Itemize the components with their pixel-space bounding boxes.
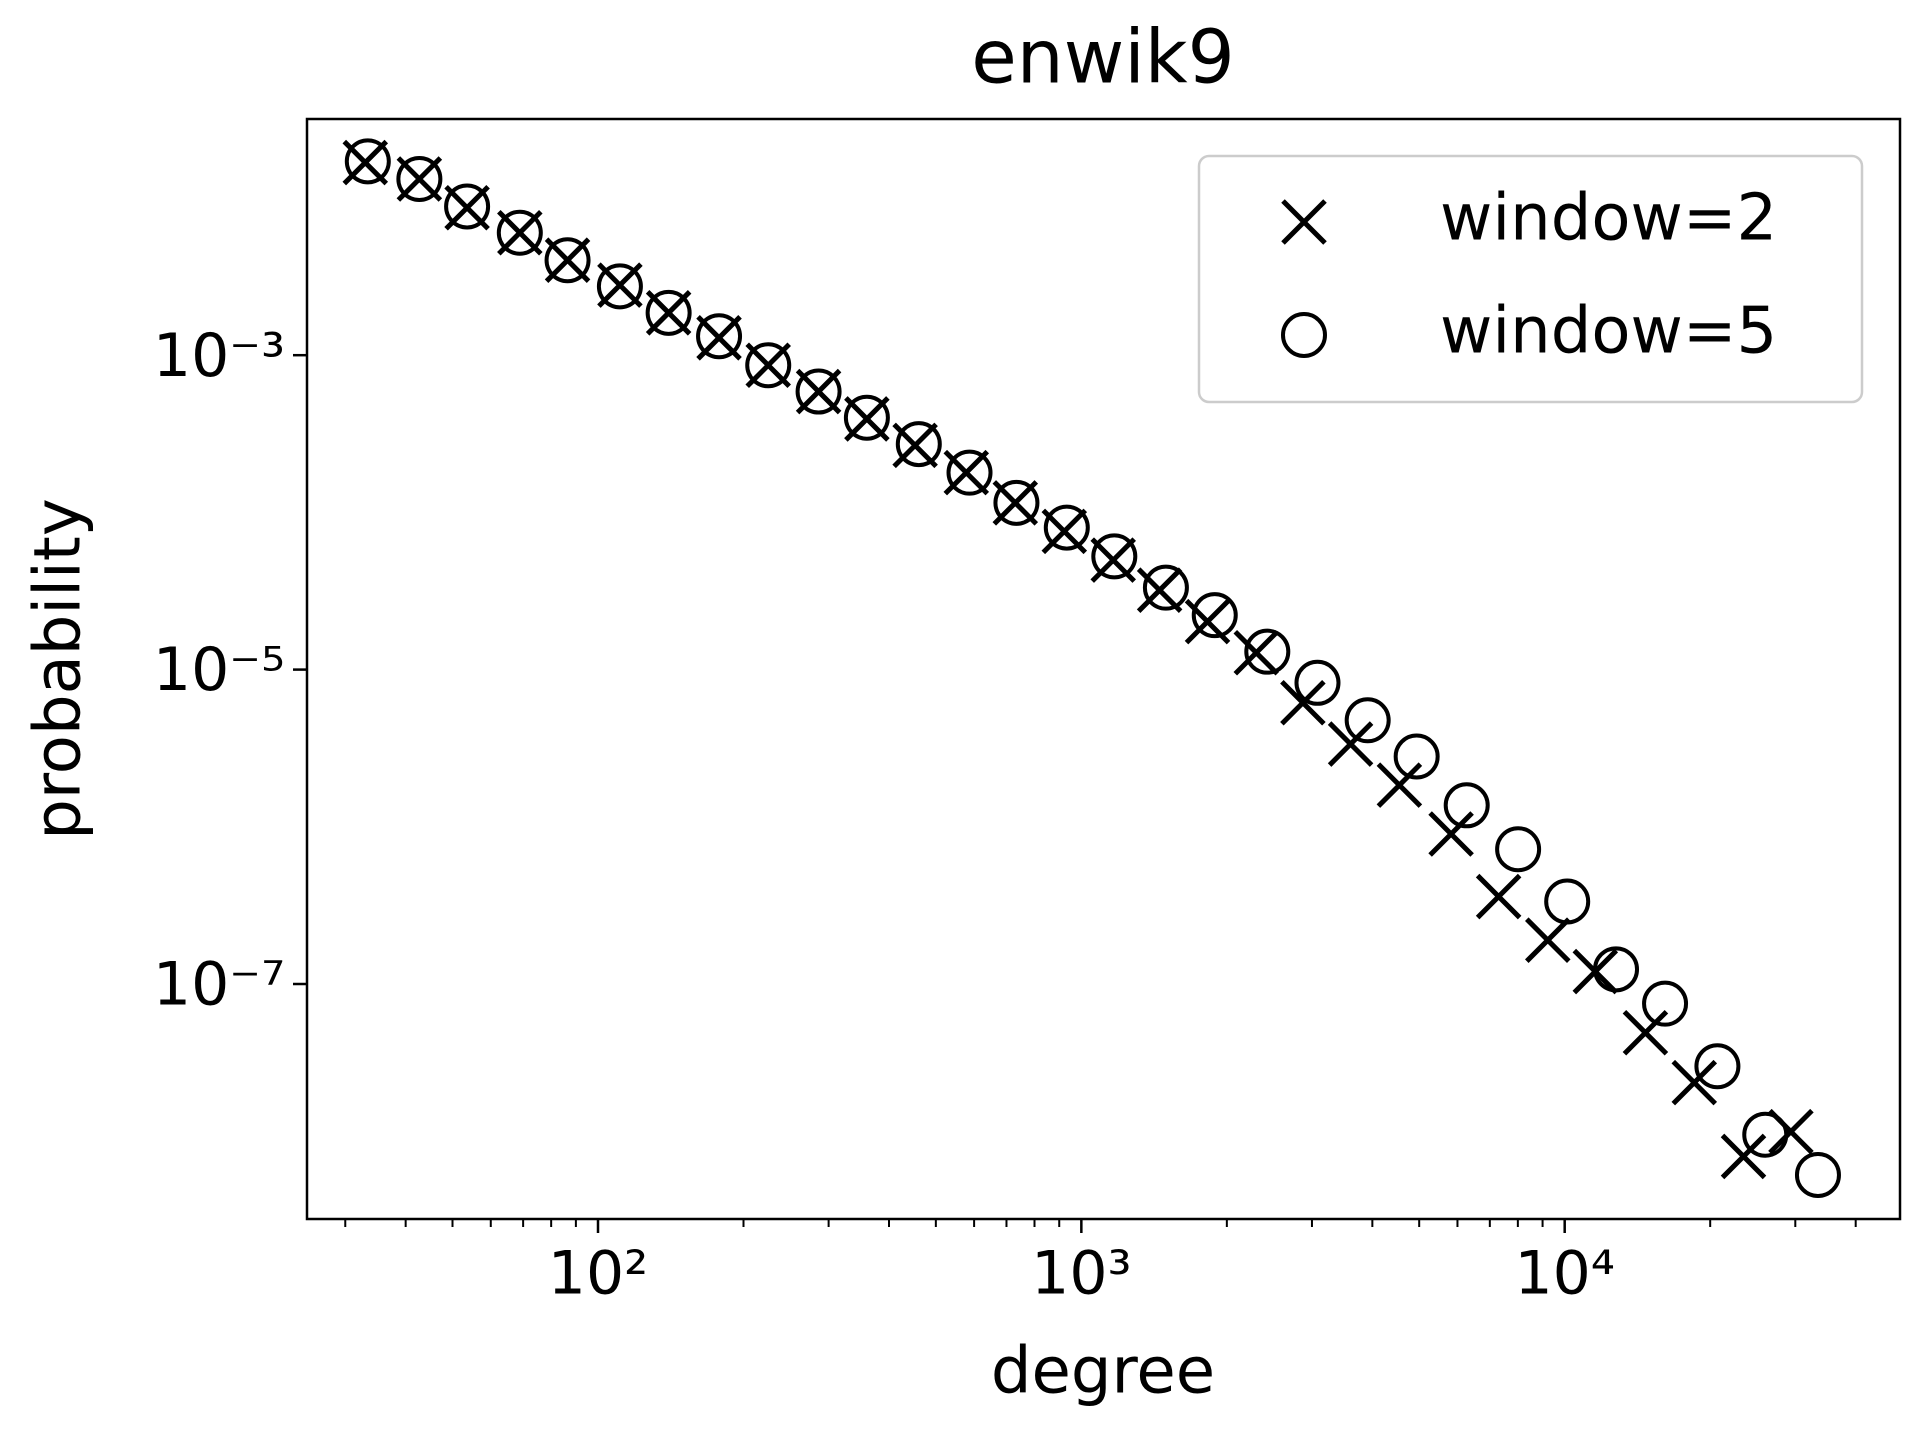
y-tick-label: 10⁻⁵	[153, 635, 285, 705]
circle-marker	[843, 394, 890, 441]
circle-marker	[745, 342, 792, 389]
circle-marker	[1043, 504, 1090, 551]
y-tick-label: 10⁻³	[153, 321, 285, 391]
circle-marker	[1244, 628, 1291, 675]
circle-marker	[544, 237, 591, 284]
circle-marker	[1344, 697, 1391, 744]
circle-marker	[645, 289, 692, 336]
x-marker	[1376, 762, 1423, 808]
x-marker	[1327, 721, 1374, 767]
x-marker	[1280, 680, 1326, 726]
circle-marker	[1091, 533, 1138, 580]
circle-marker	[1495, 826, 1542, 873]
circle-marker	[1294, 659, 1341, 706]
x-marker	[1525, 917, 1571, 963]
y-tick-label: 10⁻⁷	[153, 950, 285, 1020]
circle-marker	[1544, 878, 1591, 925]
x-marker	[1720, 1133, 1767, 1180]
circle-marker	[596, 263, 643, 310]
circle-marker	[946, 449, 993, 496]
plot-frame	[305, 117, 1902, 1221]
circle-marker	[895, 421, 942, 468]
legend-box	[1197, 154, 1864, 404]
legend-label: window=5	[1440, 295, 1777, 369]
legend-label: window=2	[1440, 182, 1777, 256]
circle-marker	[1742, 1111, 1789, 1158]
x-axis-label: degree	[991, 1335, 1215, 1409]
x-tick-label: 10³	[1031, 1239, 1131, 1309]
circle-marker	[1393, 733, 1440, 780]
circle-marker	[1642, 980, 1689, 1027]
x-marker	[1136, 567, 1183, 613]
x-tick-label: 10⁴	[1514, 1239, 1614, 1309]
circle-marker	[1191, 592, 1238, 639]
circle-marker	[496, 209, 543, 256]
circle-marker	[444, 183, 491, 230]
x-marker	[1671, 1059, 1718, 1106]
circle-marker	[696, 313, 743, 360]
circle-marker	[1281, 312, 1327, 358]
chart-title: enwik9	[971, 15, 1234, 101]
circle-marker	[1443, 782, 1490, 829]
x-marker	[1622, 1009, 1669, 1056]
circle-marker	[795, 368, 842, 415]
circle-marker	[1593, 946, 1640, 993]
circle-marker	[396, 156, 443, 203]
x-marker	[943, 449, 990, 496]
x-marker	[1281, 199, 1327, 245]
circle-marker	[344, 138, 391, 185]
x-tick-label: 10²	[548, 1239, 648, 1309]
x-marker	[1233, 629, 1280, 676]
circle-marker	[1694, 1043, 1741, 1090]
circle-marker	[1794, 1151, 1841, 1198]
x-marker	[1428, 811, 1474, 857]
x-marker	[1475, 873, 1522, 920]
y-axis-label: probability	[22, 498, 96, 839]
circle-marker	[993, 479, 1040, 526]
circle-marker	[1142, 564, 1189, 611]
